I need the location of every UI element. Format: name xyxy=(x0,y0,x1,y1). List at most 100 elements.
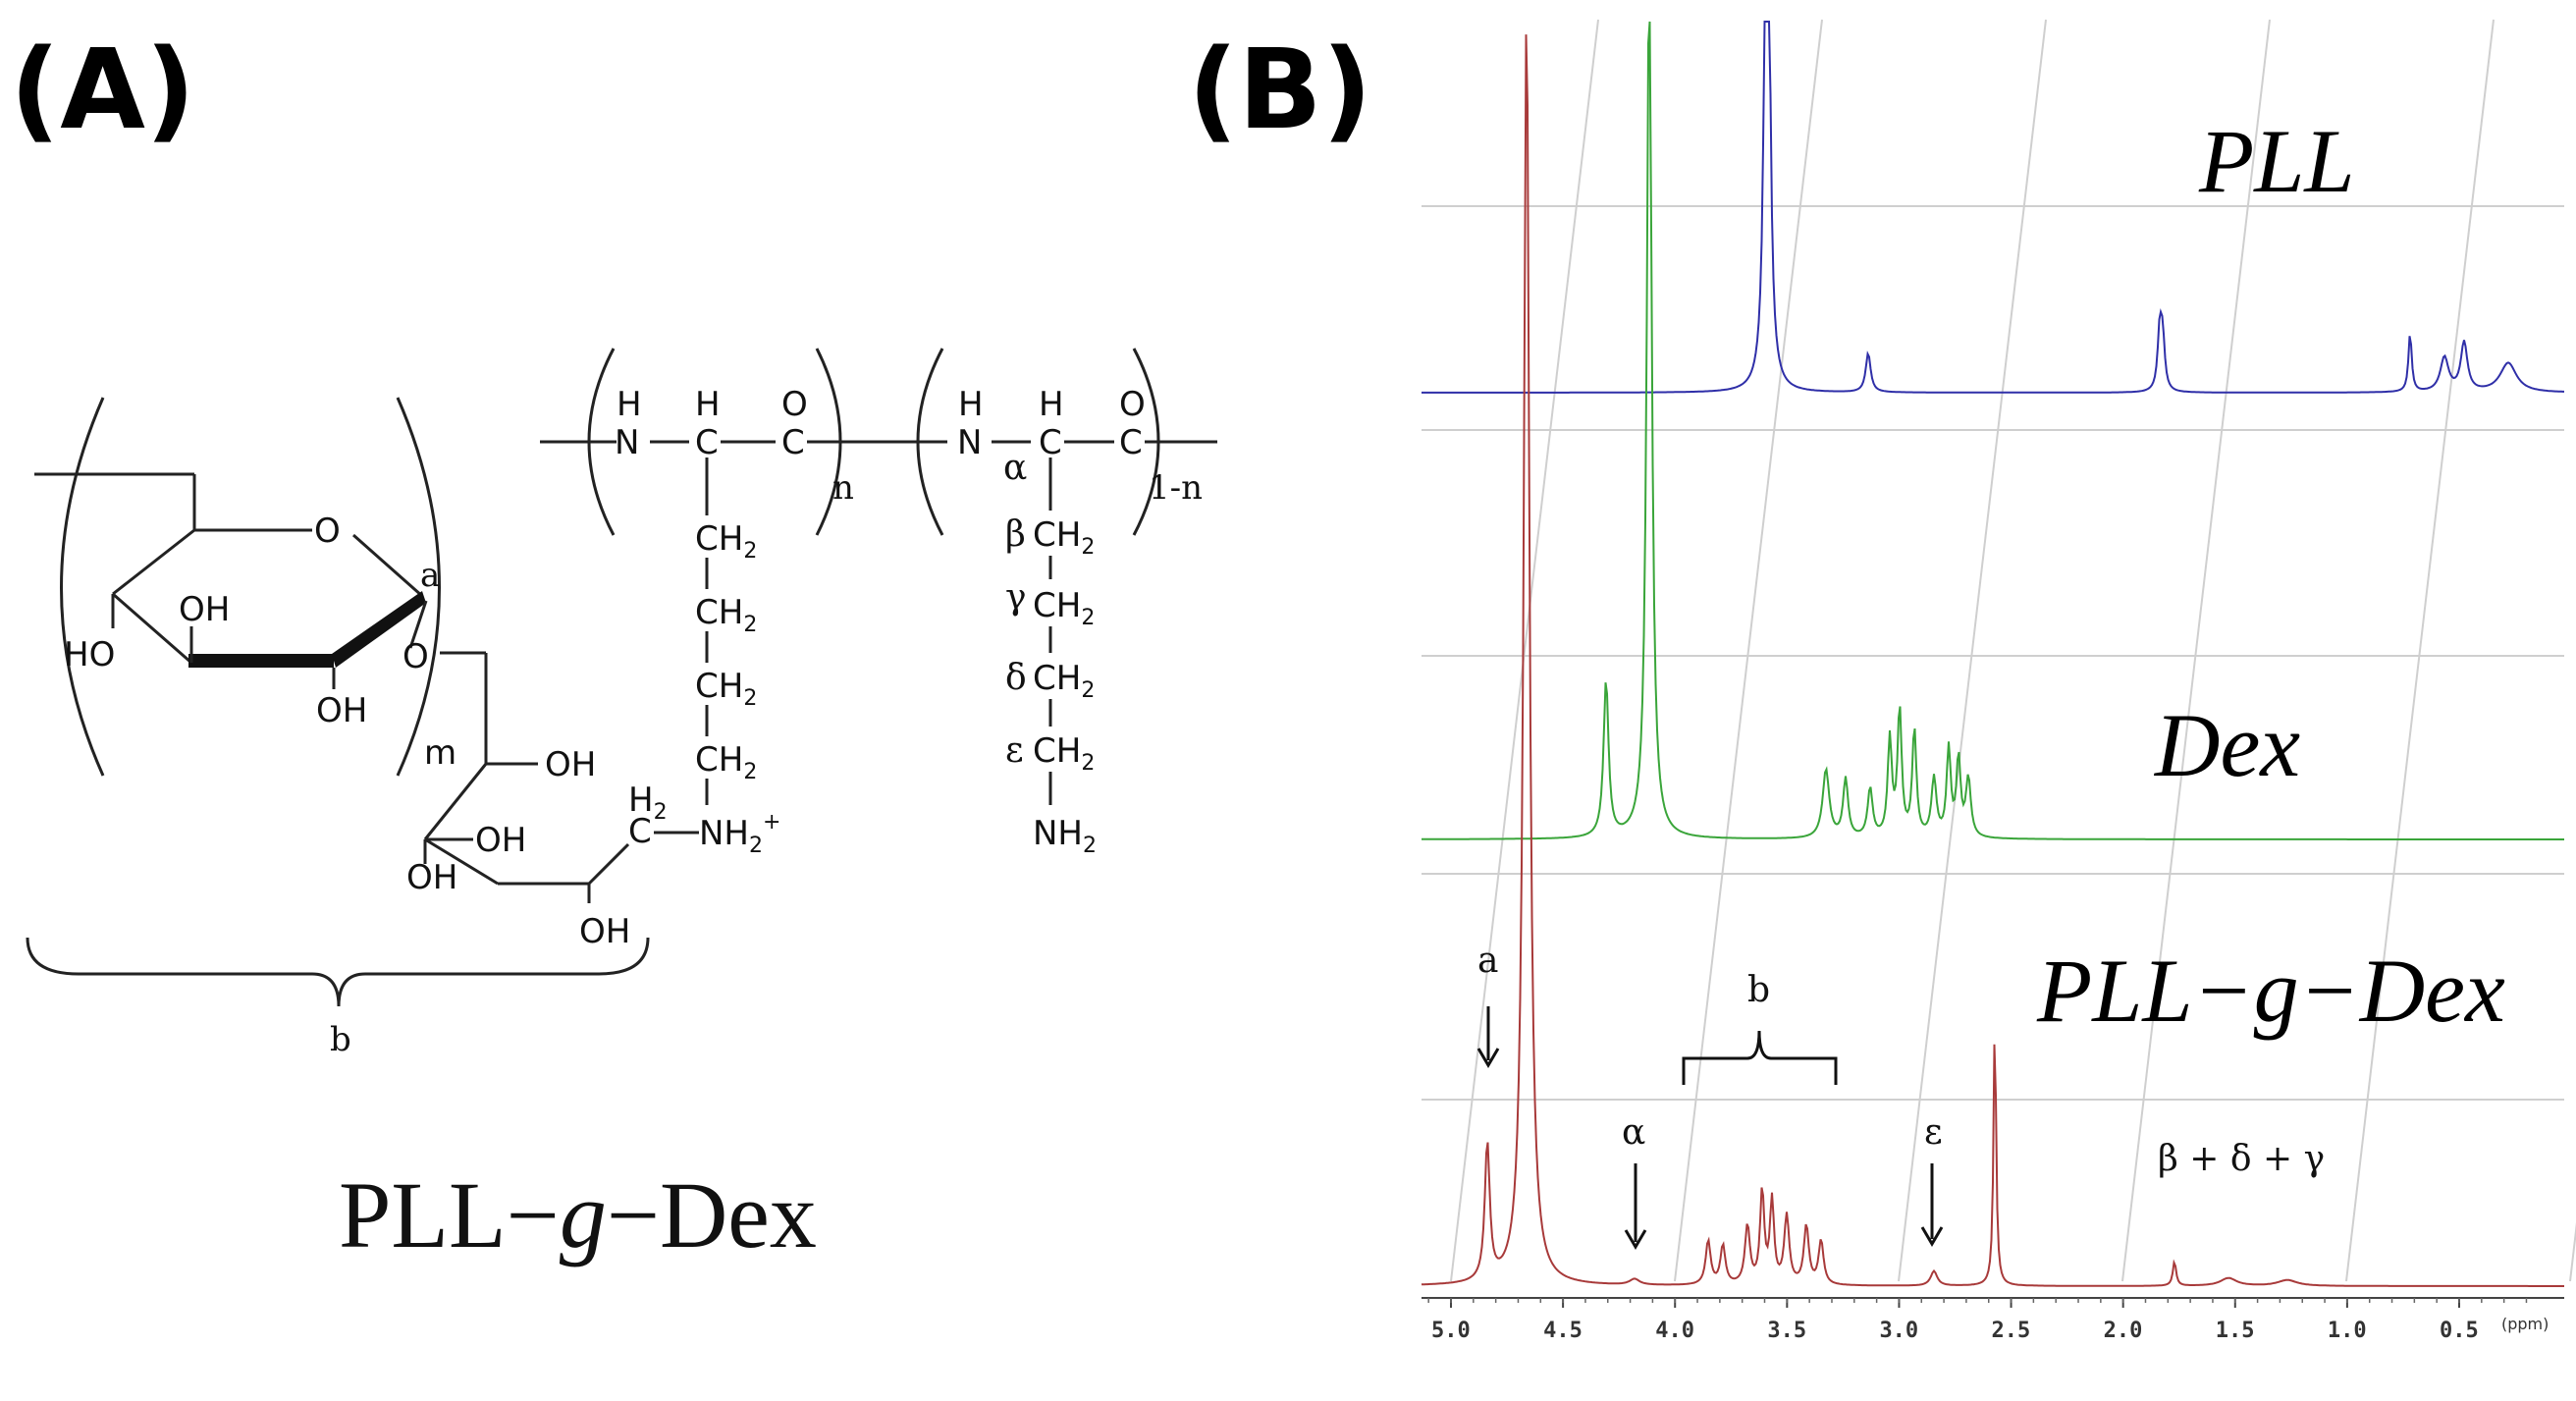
ch-text: CH xyxy=(1033,586,1081,625)
subscript-2: 2 xyxy=(654,800,668,825)
c-atom-label: C xyxy=(695,423,719,462)
nh2-plus-label: NH2+ xyxy=(699,810,780,858)
arrowhead-epsilon xyxy=(1920,1226,1944,1247)
annotation-alpha: α xyxy=(1622,1112,1645,1153)
h-label: H xyxy=(695,385,721,424)
axis-tick-label: 3.0 xyxy=(1879,1319,1918,1343)
subscript-2: 2 xyxy=(1081,678,1095,703)
dex-ring-oxygen: O xyxy=(314,512,341,551)
h2-label: H2 xyxy=(628,781,668,825)
subscript-2: 2 xyxy=(1081,535,1095,560)
o-atom-label: O xyxy=(781,385,808,424)
axis-tick-label: 0.5 xyxy=(2440,1319,2479,1343)
axis-tick-label: 2.0 xyxy=(2104,1319,2143,1343)
dex-bond xyxy=(424,837,499,886)
delta-label: δ xyxy=(1005,658,1027,698)
dex-ring-bond xyxy=(112,528,195,596)
peak-annotations: a b α ε β + δ + γ xyxy=(1476,941,2325,1250)
bracket-b xyxy=(1682,1030,1838,1085)
axis-tick-label: 1.5 xyxy=(2216,1319,2255,1343)
dex-m-label: m xyxy=(424,733,456,773)
n-atom-label: N xyxy=(957,423,982,462)
dex-oh-label: OH xyxy=(316,691,367,730)
grid-slant-line xyxy=(1898,19,2047,1282)
grid-slant-line xyxy=(2121,19,2271,1282)
grid-slant-line xyxy=(1450,19,1599,1282)
nh-text: NH xyxy=(1033,814,1083,853)
spectrum-trace-pll xyxy=(1422,21,2564,394)
dex-ring-bond xyxy=(352,533,423,598)
annotation-epsilon: ε xyxy=(1924,1112,1943,1153)
dex-oh-label: OH xyxy=(579,912,630,951)
nh-text: NH xyxy=(699,814,749,853)
ch-text: CH xyxy=(695,667,743,706)
dex-oh-label: OH xyxy=(179,590,230,629)
subscript-2: 2 xyxy=(743,539,757,564)
ch-text: CH xyxy=(1033,515,1081,555)
brace-b-label: b xyxy=(330,1020,351,1059)
annotation-a: a xyxy=(1477,941,1498,981)
axis-tick-label: 1.0 xyxy=(2328,1319,2367,1343)
ch2-label: CH2 xyxy=(1033,731,1095,776)
compound-name-g: g xyxy=(560,1162,607,1267)
c-atom-label: C xyxy=(1039,423,1062,462)
ch-text: CH xyxy=(1033,731,1081,771)
dex-paren-left xyxy=(60,397,105,777)
dex-ring-bold-bond xyxy=(188,654,334,668)
ch2-label: CH2 xyxy=(1033,515,1095,560)
arrowhead-alpha xyxy=(1624,1229,1647,1250)
c-atom-label: C xyxy=(1119,423,1143,462)
subscript-2: 2 xyxy=(743,760,757,784)
annotation-b: b xyxy=(1747,970,1770,1010)
pll-grafted-unit: H N H C O C n CH2 CH2 CH2 CH2 xyxy=(540,348,854,805)
h-label: H xyxy=(617,385,642,424)
ch2-label: CH2 xyxy=(1033,586,1095,630)
dex-paren-right xyxy=(396,397,441,777)
dex-bond xyxy=(408,600,428,649)
annotation-beta-delta-gamma: β + δ + γ xyxy=(2158,1139,2325,1179)
dex-ring-wedge xyxy=(332,591,426,668)
compound-name-prefix: PLL− xyxy=(339,1162,560,1267)
ch2-label: CH2 xyxy=(695,667,757,711)
gamma-label: γ xyxy=(1005,577,1027,618)
ch2-label: CH2 xyxy=(695,740,757,784)
h-label: H xyxy=(958,385,984,424)
one-minus-n-label: 1-n xyxy=(1149,468,1203,508)
grid-slant-line xyxy=(2569,1221,2576,1282)
subscript-2: 2 xyxy=(1083,834,1097,858)
beta-label: β xyxy=(1005,514,1026,555)
dex-ho-label: HO xyxy=(64,635,115,674)
panel-a-label: (A) xyxy=(10,27,195,154)
subscript-2: 2 xyxy=(1081,606,1095,630)
dex-bond xyxy=(587,842,630,886)
compound-name: PLL−g−Dex xyxy=(339,1162,817,1267)
stack-grid xyxy=(1422,19,2576,1282)
dextran-structure: m O a HO OH OH O OH xyxy=(26,397,699,1059)
n-atom-label: N xyxy=(615,423,639,462)
axis-tick-label: 4.0 xyxy=(1655,1319,1694,1343)
dex-c-label: C xyxy=(628,812,652,851)
brace-b xyxy=(26,937,650,1007)
axis-tick-label: 4.5 xyxy=(1543,1319,1583,1343)
subscript-2: 2 xyxy=(1081,751,1095,776)
ch2-label: CH2 xyxy=(1033,659,1095,703)
ch-text: CH xyxy=(1033,659,1081,698)
pll-paren-left xyxy=(916,348,944,536)
grid-slant-line xyxy=(1674,19,1823,1282)
dex-link-oxygen: O xyxy=(402,637,429,676)
arrowhead-a xyxy=(1476,1048,1500,1068)
c-atom-label: C xyxy=(781,423,805,462)
o-atom-label: O xyxy=(1119,385,1146,424)
h-label: H xyxy=(1039,385,1064,424)
spectrum-name-pll-g-dex: PLL−g−Dex xyxy=(2036,941,2505,1041)
ch2-label: CH2 xyxy=(695,519,757,564)
axis-tick-label: 5.0 xyxy=(1431,1319,1471,1343)
panel-b-label: (B) xyxy=(1188,27,1372,154)
ch2-label: CH2 xyxy=(695,593,757,637)
dex-oh-label: OH xyxy=(406,858,457,897)
pll-paren-left xyxy=(587,348,616,536)
axis-unit-label: (ppm) xyxy=(2501,1315,2549,1333)
ppm-axis: 5.0 4.5 4.0 3.5 3.0 2.5 2.0 1.5 1.0 0.5 (ppm) xyxy=(1422,1297,2564,1343)
n-subscript-label: n xyxy=(832,468,854,508)
axis-tick-label: 3.5 xyxy=(1767,1319,1806,1343)
